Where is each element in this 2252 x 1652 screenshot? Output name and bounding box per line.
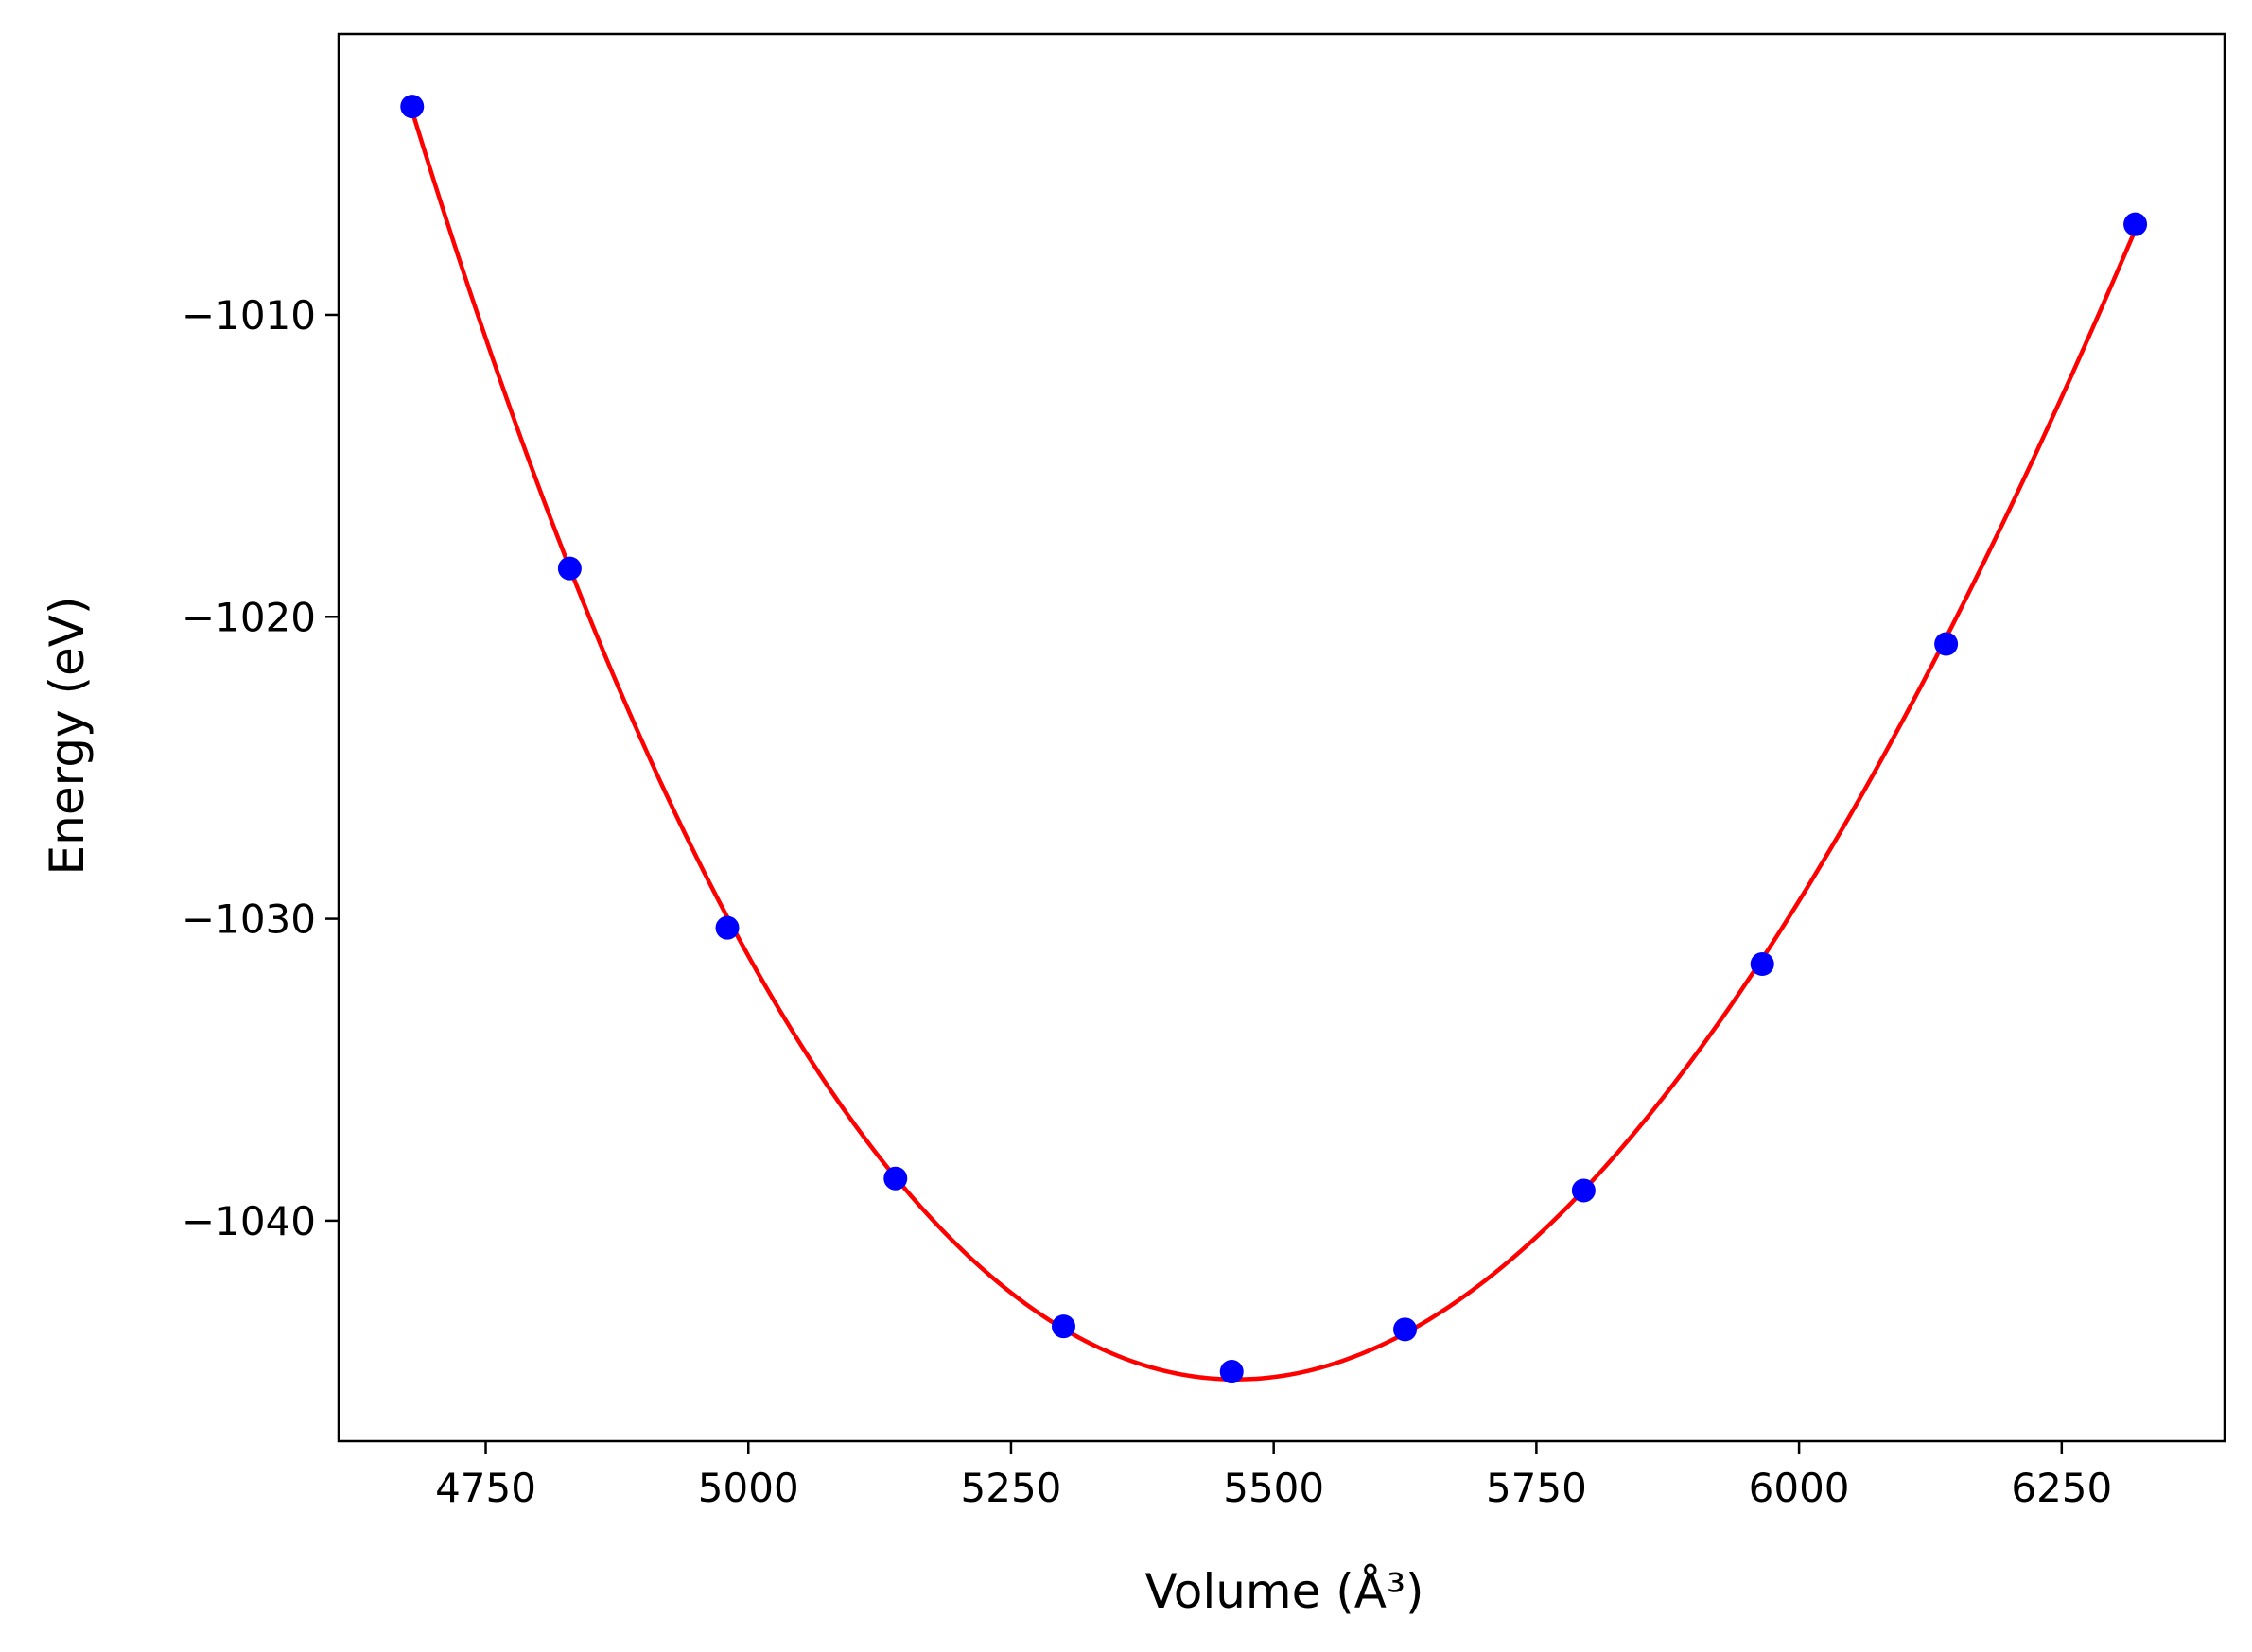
data-point [1934,632,1959,656]
x-tick-label: 5500 [1223,1465,1324,1511]
x-tick-label: 5250 [961,1465,1062,1511]
x-tick-label: 6250 [2011,1465,2112,1511]
x-tick-label: 5000 [698,1465,799,1511]
x-tick-label: 6000 [1749,1465,1850,1511]
data-point [1393,1317,1418,1342]
data-point [2123,212,2148,236]
data-point [1219,1360,1244,1384]
y-tick-label: −1010 [182,292,316,339]
y-axis-label: Energy (eV) [40,597,95,876]
data-point [1571,1178,1596,1203]
plot-area [400,95,2148,1384]
data-point [715,915,740,940]
y-tick-label: −1020 [182,594,316,640]
data-point [557,556,582,581]
y-tick-label: −1040 [182,1198,316,1244]
x-axis-ticks: 4750 5000 5250 5500 5750 6000 6250 [435,1441,2112,1511]
x-tick-label: 4750 [435,1465,536,1511]
x-tick-label: 5750 [1486,1465,1587,1511]
data-point [883,1166,908,1191]
fit-curve [410,110,2138,1382]
x-axis-label: Volume (Å³) [1144,1564,1423,1619]
y-tick-label: −1030 [182,896,316,943]
data-point [400,95,425,119]
data-point [1051,1314,1075,1339]
data-point [1750,951,1774,976]
y-axis-ticks: −1010 −1020 −1030 −1040 [182,292,339,1244]
plot-frame [337,32,2226,1443]
